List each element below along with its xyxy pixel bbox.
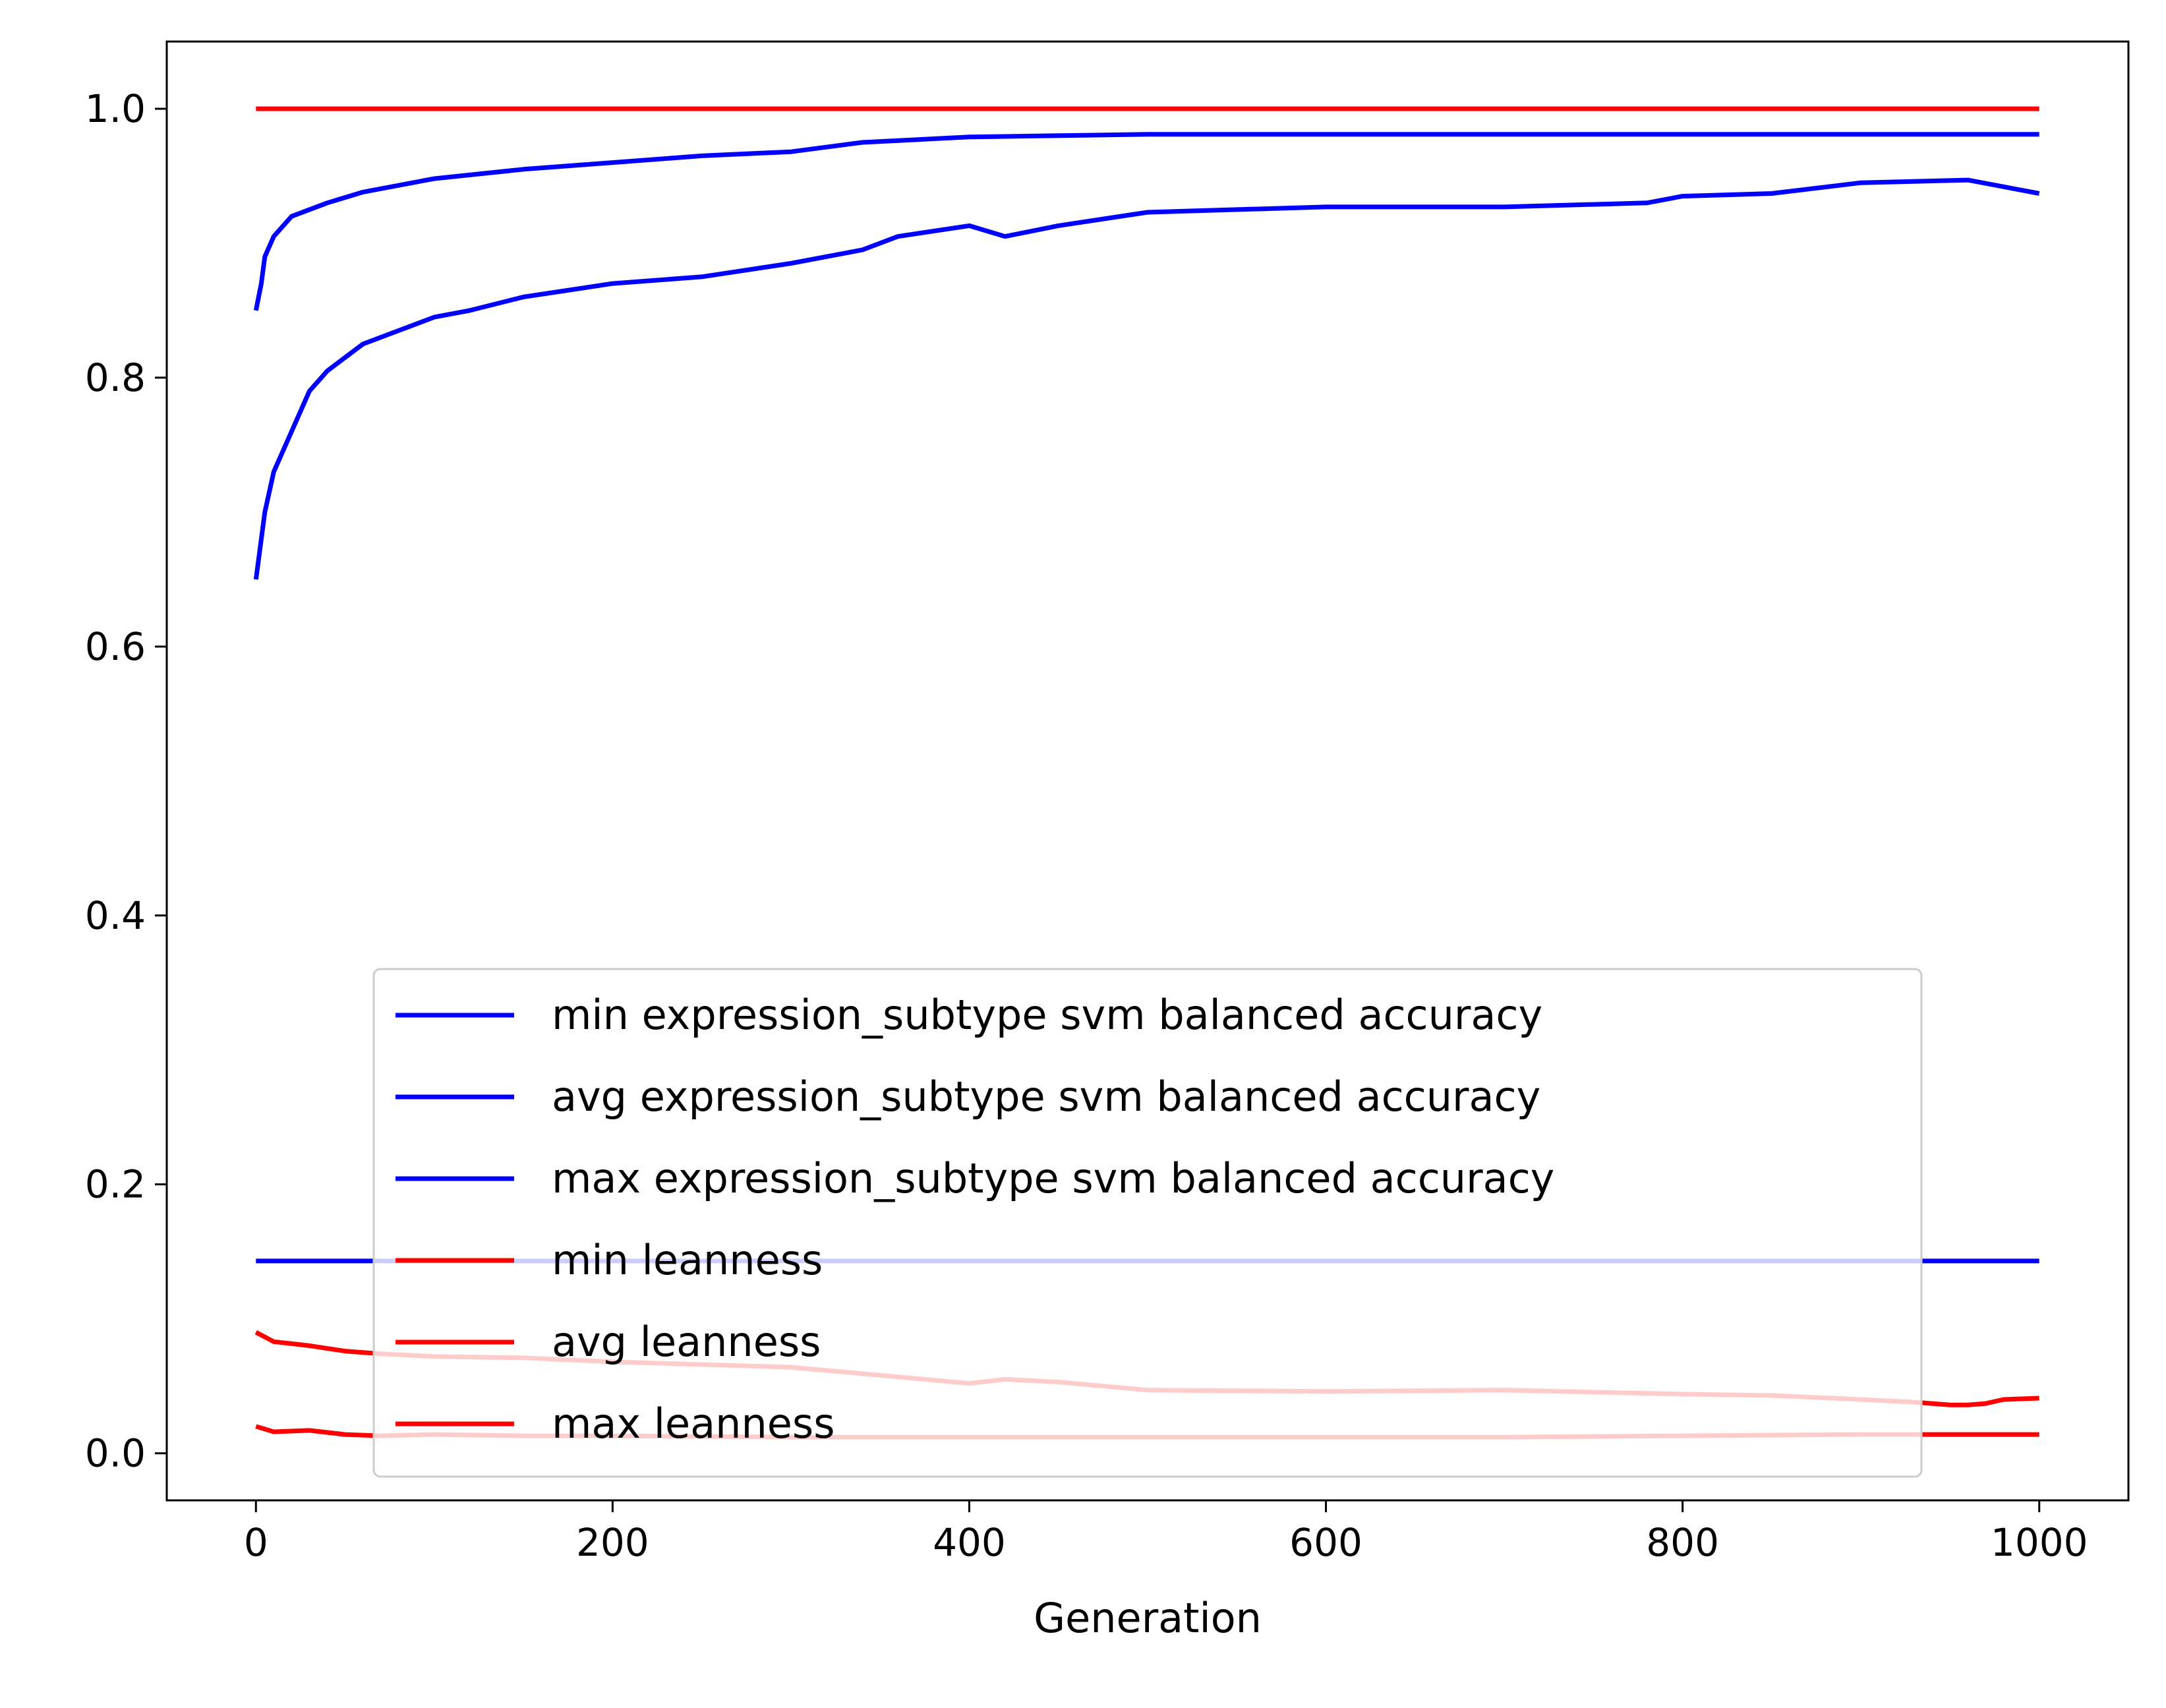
y-tick-label: 0.2 [85, 1162, 146, 1207]
legend-label-4: min leanness [552, 1236, 823, 1284]
series-line-2 [253, 177, 2040, 580]
y-tick-label: 0.0 [85, 1431, 146, 1476]
x-axis: 0 200 400 600 800 1000 [244, 1500, 2088, 1565]
series-line-3 [253, 132, 2039, 311]
x-tick-label: 400 [933, 1520, 1006, 1565]
x-tick-label: 0 [244, 1520, 268, 1565]
y-tick-label: 0.4 [85, 893, 146, 938]
x-axis-label: Generation [1034, 1594, 1262, 1642]
legend-box [372, 968, 1923, 1478]
x-tick-label: 600 [1289, 1520, 1362, 1565]
axes-frame [165, 40, 2130, 1502]
x-tick-label: 800 [1646, 1520, 1719, 1565]
legend-label-1: min expression_subtype svm balanced accu… [552, 991, 1542, 1039]
x-tick-label: 1000 [1991, 1520, 2088, 1565]
x-tick-label: 200 [576, 1520, 649, 1565]
legend-label-6: max leanness [552, 1399, 835, 1448]
y-tick-label: 0.6 [85, 624, 146, 669]
y-tick-label: 0.8 [85, 355, 146, 400]
y-tick-label: 1.0 [85, 86, 146, 131]
y-axis: 0.0 0.2 0.4 0.6 0.8 1.0 [85, 86, 167, 1476]
legend-label-5: avg leanness [552, 1318, 821, 1366]
legend-label-2: avg expression_subtype svm balanced accu… [552, 1073, 1540, 1121]
legend: min expression_subtype svm balanced accu… [372, 968, 1923, 1478]
legend-label-3: max expression_subtype svm balanced accu… [552, 1154, 1554, 1202]
